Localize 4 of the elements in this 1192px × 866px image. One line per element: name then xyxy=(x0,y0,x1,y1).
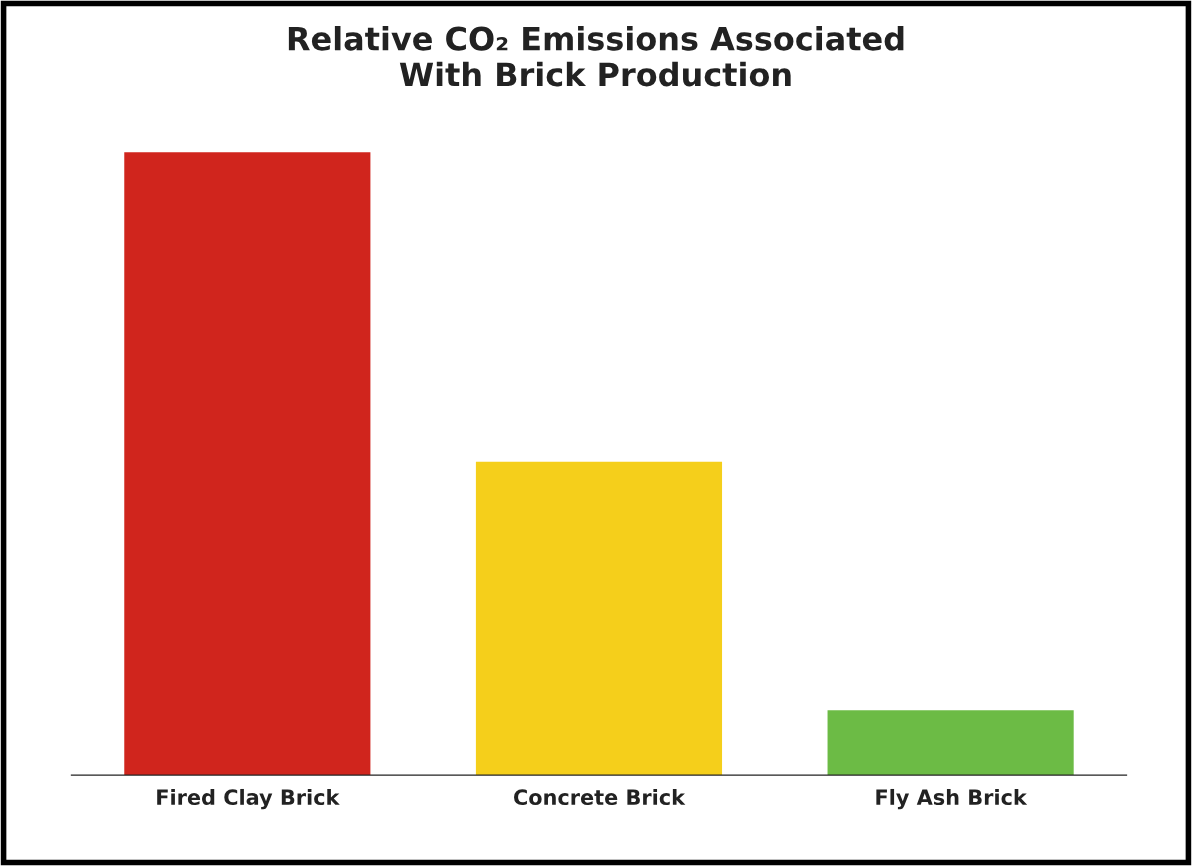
x-tick-label: Concrete Brick xyxy=(514,788,686,806)
chart-title: Relative CO₂ Emissions Associated With Brick Production xyxy=(288,25,904,87)
x-tick-label: Fired Clay Brick xyxy=(157,788,340,810)
x-tick-label: Fly Ash Brick xyxy=(876,788,1028,810)
